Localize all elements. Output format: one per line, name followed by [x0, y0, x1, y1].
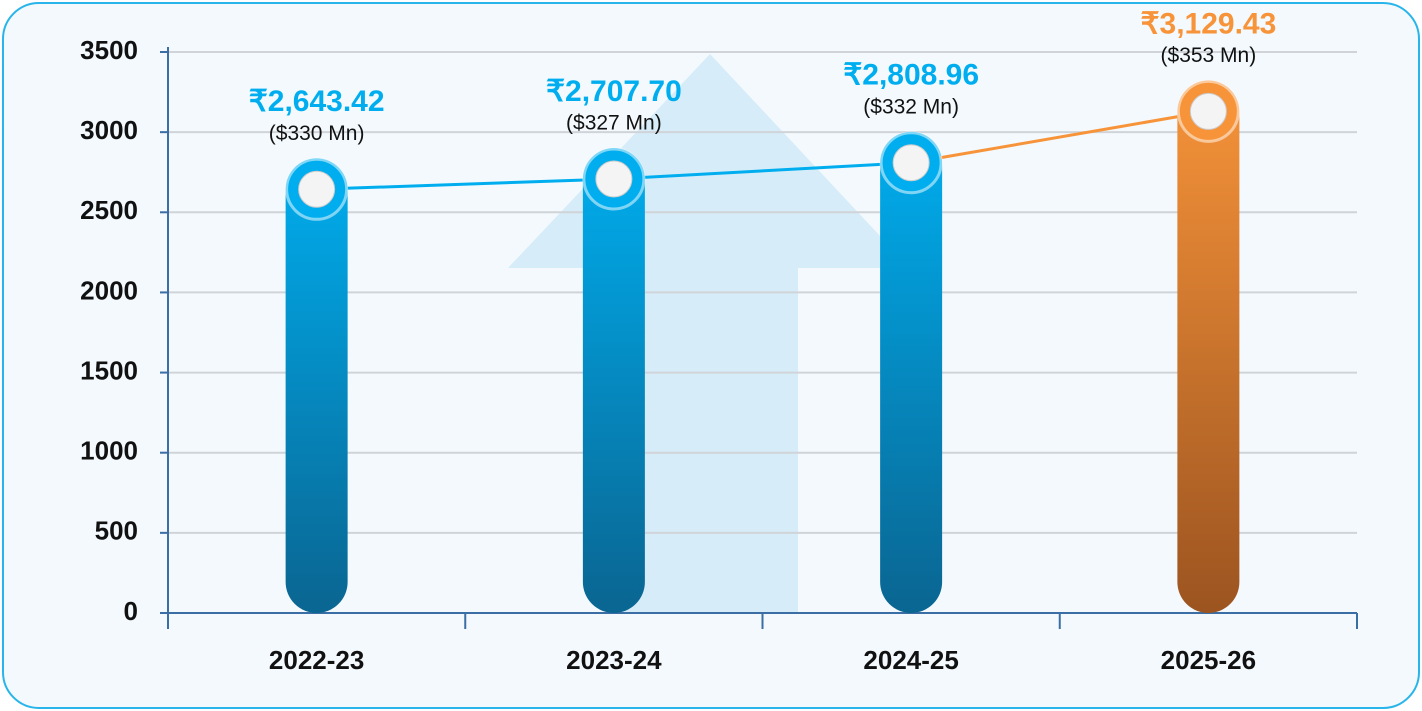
bar — [1177, 80, 1240, 613]
y-tick-label: 2500 — [80, 195, 138, 225]
marker-dot — [595, 160, 633, 198]
secondary-label: ($330 Mn) — [269, 122, 365, 145]
marker-dot — [298, 170, 336, 208]
x-tick-label: 2022-23 — [269, 645, 364, 675]
bar — [285, 158, 348, 613]
secondary-label: ($353 Mn) — [1161, 44, 1257, 67]
marker-dot — [1189, 92, 1227, 130]
value-label: ₹3,129.43 — [1140, 7, 1276, 40]
value-label: ₹2,643.42 — [249, 85, 385, 118]
y-tick-label: 3500 — [80, 35, 138, 65]
x-tick-label: 2023-24 — [566, 645, 662, 675]
y-tick-label: 500 — [95, 516, 138, 546]
y-tick-label: 0 — [124, 596, 138, 626]
y-tick-label: 2000 — [80, 275, 138, 305]
bar — [582, 147, 645, 613]
secondary-label: ($327 Mn) — [566, 112, 662, 135]
x-tick-label: 2025-26 — [1161, 645, 1256, 675]
marker-dot — [892, 144, 930, 182]
x-tick-label: 2024-25 — [863, 645, 958, 675]
value-label: ₹2,707.70 — [546, 75, 682, 108]
trend-segment — [910, 109, 1209, 165]
trend-segment — [613, 161, 912, 181]
bar — [880, 131, 943, 613]
secondary-label: ($332 Mn) — [863, 95, 959, 118]
y-tick-label: 1500 — [80, 355, 138, 385]
y-tick-label: 3000 — [80, 115, 138, 145]
value-label: ₹2,808.96 — [843, 59, 979, 92]
trend-segment — [316, 177, 614, 191]
y-tick-label: 1000 — [80, 436, 138, 466]
